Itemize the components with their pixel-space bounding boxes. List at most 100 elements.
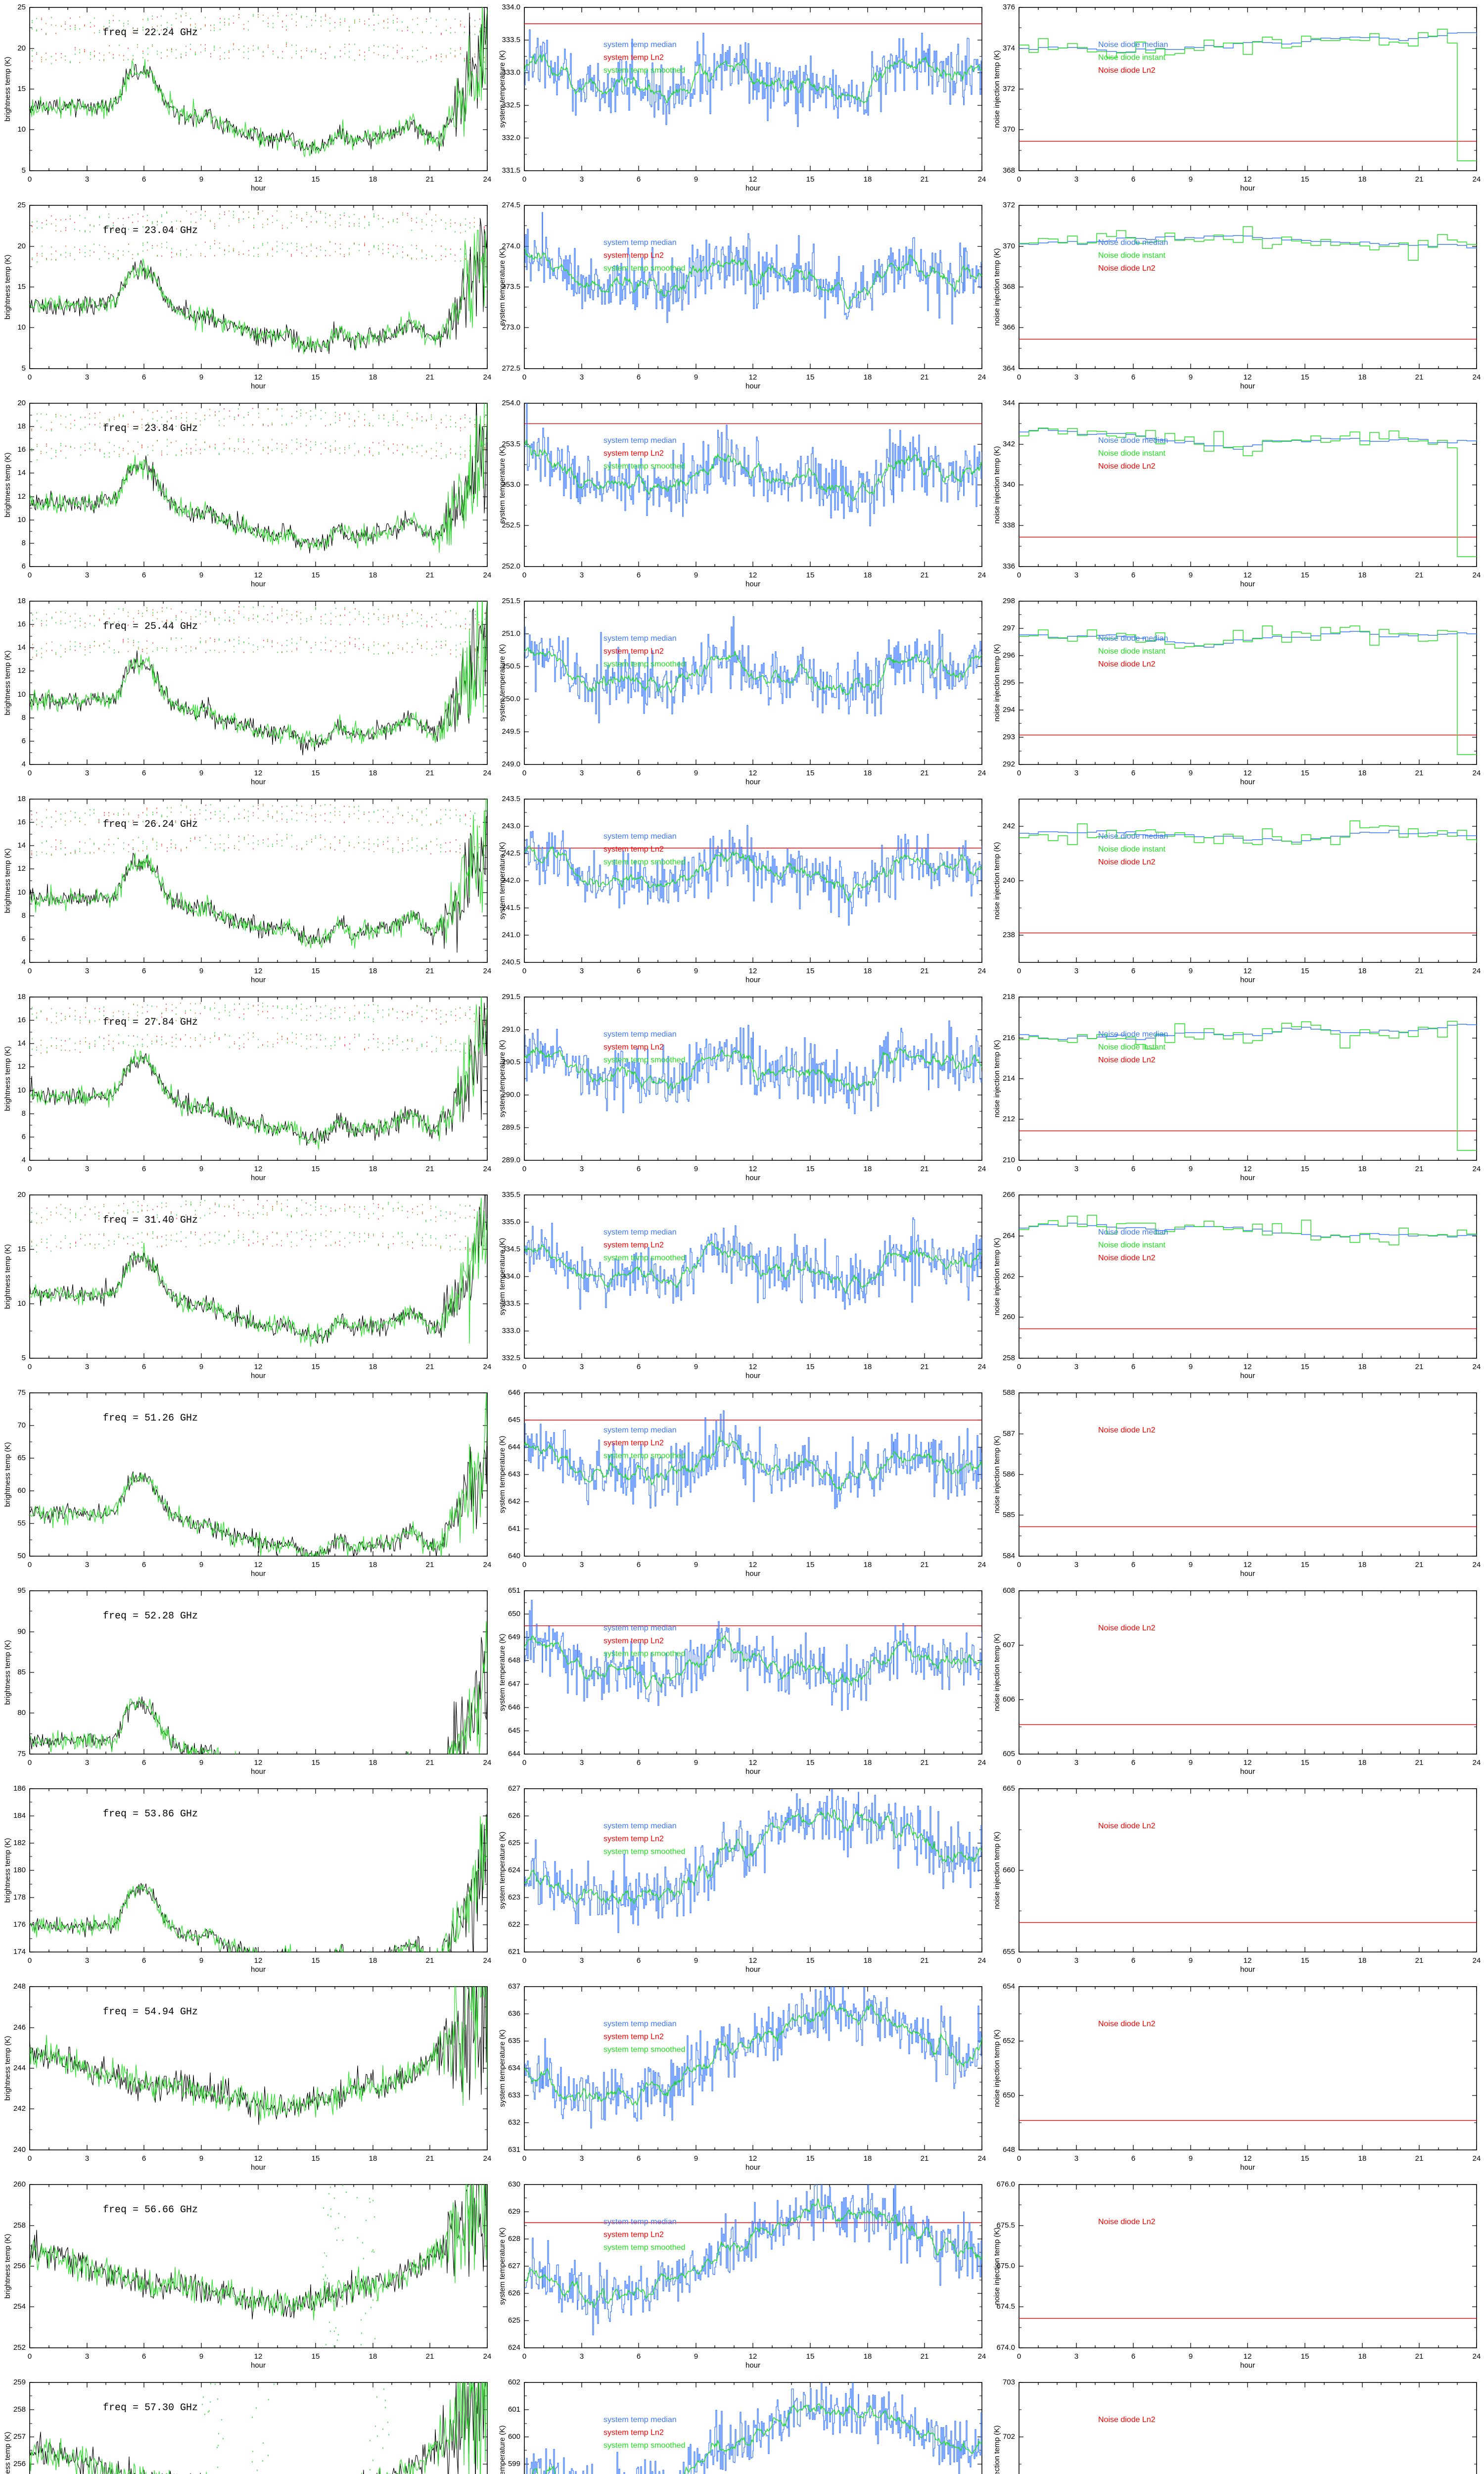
svg-text:665: 665 — [1003, 1784, 1015, 1793]
svg-text:hour: hour — [251, 1372, 266, 1380]
svg-text:18: 18 — [864, 1363, 872, 1371]
svg-text:655: 655 — [1003, 1948, 1015, 1956]
svg-text:3: 3 — [580, 1759, 584, 1767]
svg-text:18: 18 — [369, 2154, 377, 2163]
svg-text:12: 12 — [254, 373, 263, 381]
svg-text:hour: hour — [251, 1570, 266, 1578]
svg-text:18: 18 — [864, 769, 872, 777]
svg-text:12: 12 — [254, 571, 263, 579]
svg-text:3: 3 — [85, 769, 89, 777]
svg-text:21: 21 — [1415, 1956, 1424, 1965]
svg-text:6: 6 — [22, 1133, 26, 1141]
svg-text:system temp Ln2: system temp Ln2 — [603, 2428, 664, 2437]
svg-text:21: 21 — [921, 2352, 929, 2361]
svg-text:6: 6 — [1131, 2154, 1135, 2163]
svg-text:15: 15 — [1301, 2352, 1309, 2361]
svg-text:12: 12 — [749, 1165, 757, 1173]
svg-text:24: 24 — [1473, 373, 1481, 381]
svg-text:15: 15 — [312, 769, 320, 777]
svg-text:629: 629 — [508, 2207, 520, 2216]
svg-text:5: 5 — [22, 166, 26, 175]
svg-text:0: 0 — [1017, 571, 1021, 579]
svg-text:9: 9 — [1189, 1165, 1193, 1173]
svg-text:0: 0 — [1017, 967, 1021, 975]
svg-text:brightness temp (K): brightness temp (K) — [3, 2234, 12, 2299]
svg-text:system temp Ln2: system temp Ln2 — [603, 845, 664, 854]
svg-text:21: 21 — [426, 1956, 434, 1965]
svg-text:18: 18 — [369, 1363, 377, 1371]
svg-text:21: 21 — [426, 769, 434, 777]
svg-text:626: 626 — [508, 1811, 520, 1820]
svg-text:15: 15 — [1301, 769, 1309, 777]
svg-text:Noise diode median: Noise diode median — [1098, 1228, 1168, 1237]
svg-text:80: 80 — [17, 1709, 26, 1717]
svg-text:601: 601 — [508, 2405, 520, 2414]
svg-text:24: 24 — [978, 967, 986, 975]
svg-text:24: 24 — [1473, 967, 1481, 975]
svg-text:18: 18 — [864, 373, 872, 381]
svg-text:18: 18 — [369, 1956, 377, 1965]
svg-text:12: 12 — [254, 175, 263, 184]
svg-text:21: 21 — [921, 373, 929, 381]
svg-text:9: 9 — [694, 769, 698, 777]
svg-text:12: 12 — [254, 1363, 263, 1371]
svg-text:0: 0 — [1017, 769, 1021, 777]
svg-text:6: 6 — [1131, 373, 1135, 381]
svg-text:12: 12 — [1244, 175, 1252, 184]
svg-text:12: 12 — [1244, 967, 1252, 975]
svg-text:0: 0 — [1017, 373, 1021, 381]
svg-text:584: 584 — [1003, 1552, 1015, 1560]
svg-text:14: 14 — [17, 469, 26, 477]
svg-text:hour: hour — [1240, 976, 1255, 984]
svg-text:674.0: 674.0 — [996, 2343, 1015, 2352]
svg-text:266: 266 — [1003, 1190, 1015, 1199]
svg-text:6: 6 — [637, 1363, 641, 1371]
svg-text:9: 9 — [694, 2154, 698, 2163]
svg-text:12: 12 — [749, 2154, 757, 2163]
svg-text:system temperature (K): system temperature (K) — [498, 1634, 507, 1712]
svg-text:hour: hour — [745, 1965, 760, 1974]
svg-text:hour: hour — [745, 778, 760, 786]
svg-text:freq = 56.66 GHz: freq = 56.66 GHz — [103, 2204, 198, 2216]
svg-text:16: 16 — [17, 445, 26, 454]
svg-text:15: 15 — [312, 967, 320, 975]
svg-text:24: 24 — [978, 1759, 986, 1767]
svg-text:0: 0 — [522, 769, 526, 777]
svg-text:15: 15 — [806, 571, 815, 579]
svg-text:3: 3 — [85, 1759, 89, 1767]
svg-text:system temp smoothed: system temp smoothed — [603, 2441, 685, 2450]
svg-text:9: 9 — [1189, 1363, 1193, 1371]
svg-text:3: 3 — [1074, 175, 1078, 184]
svg-text:15: 15 — [312, 373, 320, 381]
svg-text:system temp smoothed: system temp smoothed — [603, 264, 685, 273]
svg-text:Noise diode instant: Noise diode instant — [1098, 647, 1166, 656]
svg-text:system temperature (K): system temperature (K) — [498, 1436, 507, 1514]
svg-text:605: 605 — [1003, 1750, 1015, 1758]
svg-text:0: 0 — [28, 769, 32, 777]
svg-text:system temp Ln2: system temp Ln2 — [603, 2033, 664, 2041]
svg-text:noise injection temp (K): noise injection temp (K) — [993, 1436, 1001, 1514]
svg-text:24: 24 — [978, 2352, 986, 2361]
svg-text:system temp Ln2: system temp Ln2 — [603, 1439, 664, 1447]
svg-text:noise injection temp (K): noise injection temp (K) — [993, 2030, 1001, 2107]
svg-text:0: 0 — [522, 2352, 526, 2361]
svg-text:18: 18 — [864, 1759, 872, 1767]
svg-text:702: 702 — [1003, 2432, 1015, 2441]
svg-text:hour: hour — [745, 2163, 760, 2172]
svg-text:freq = 53.86 GHz: freq = 53.86 GHz — [103, 1808, 198, 1820]
svg-text:3: 3 — [580, 2352, 584, 2361]
svg-text:333.5: 333.5 — [502, 36, 520, 44]
svg-text:5: 5 — [22, 1354, 26, 1362]
svg-text:4: 4 — [22, 1156, 26, 1164]
svg-text:241.0: 241.0 — [502, 931, 520, 939]
svg-text:6: 6 — [142, 1956, 146, 1965]
svg-text:648: 648 — [1003, 2145, 1015, 2154]
svg-text:system temperature (K): system temperature (K) — [498, 1040, 507, 1118]
svg-text:brightness temp (K): brightness temp (K) — [3, 1640, 12, 1705]
svg-text:9: 9 — [1189, 769, 1193, 777]
svg-text:626: 626 — [508, 2289, 520, 2297]
svg-text:14: 14 — [17, 643, 26, 652]
svg-text:660: 660 — [1003, 1866, 1015, 1874]
svg-text:21: 21 — [426, 373, 434, 381]
svg-text:258: 258 — [13, 2405, 26, 2414]
